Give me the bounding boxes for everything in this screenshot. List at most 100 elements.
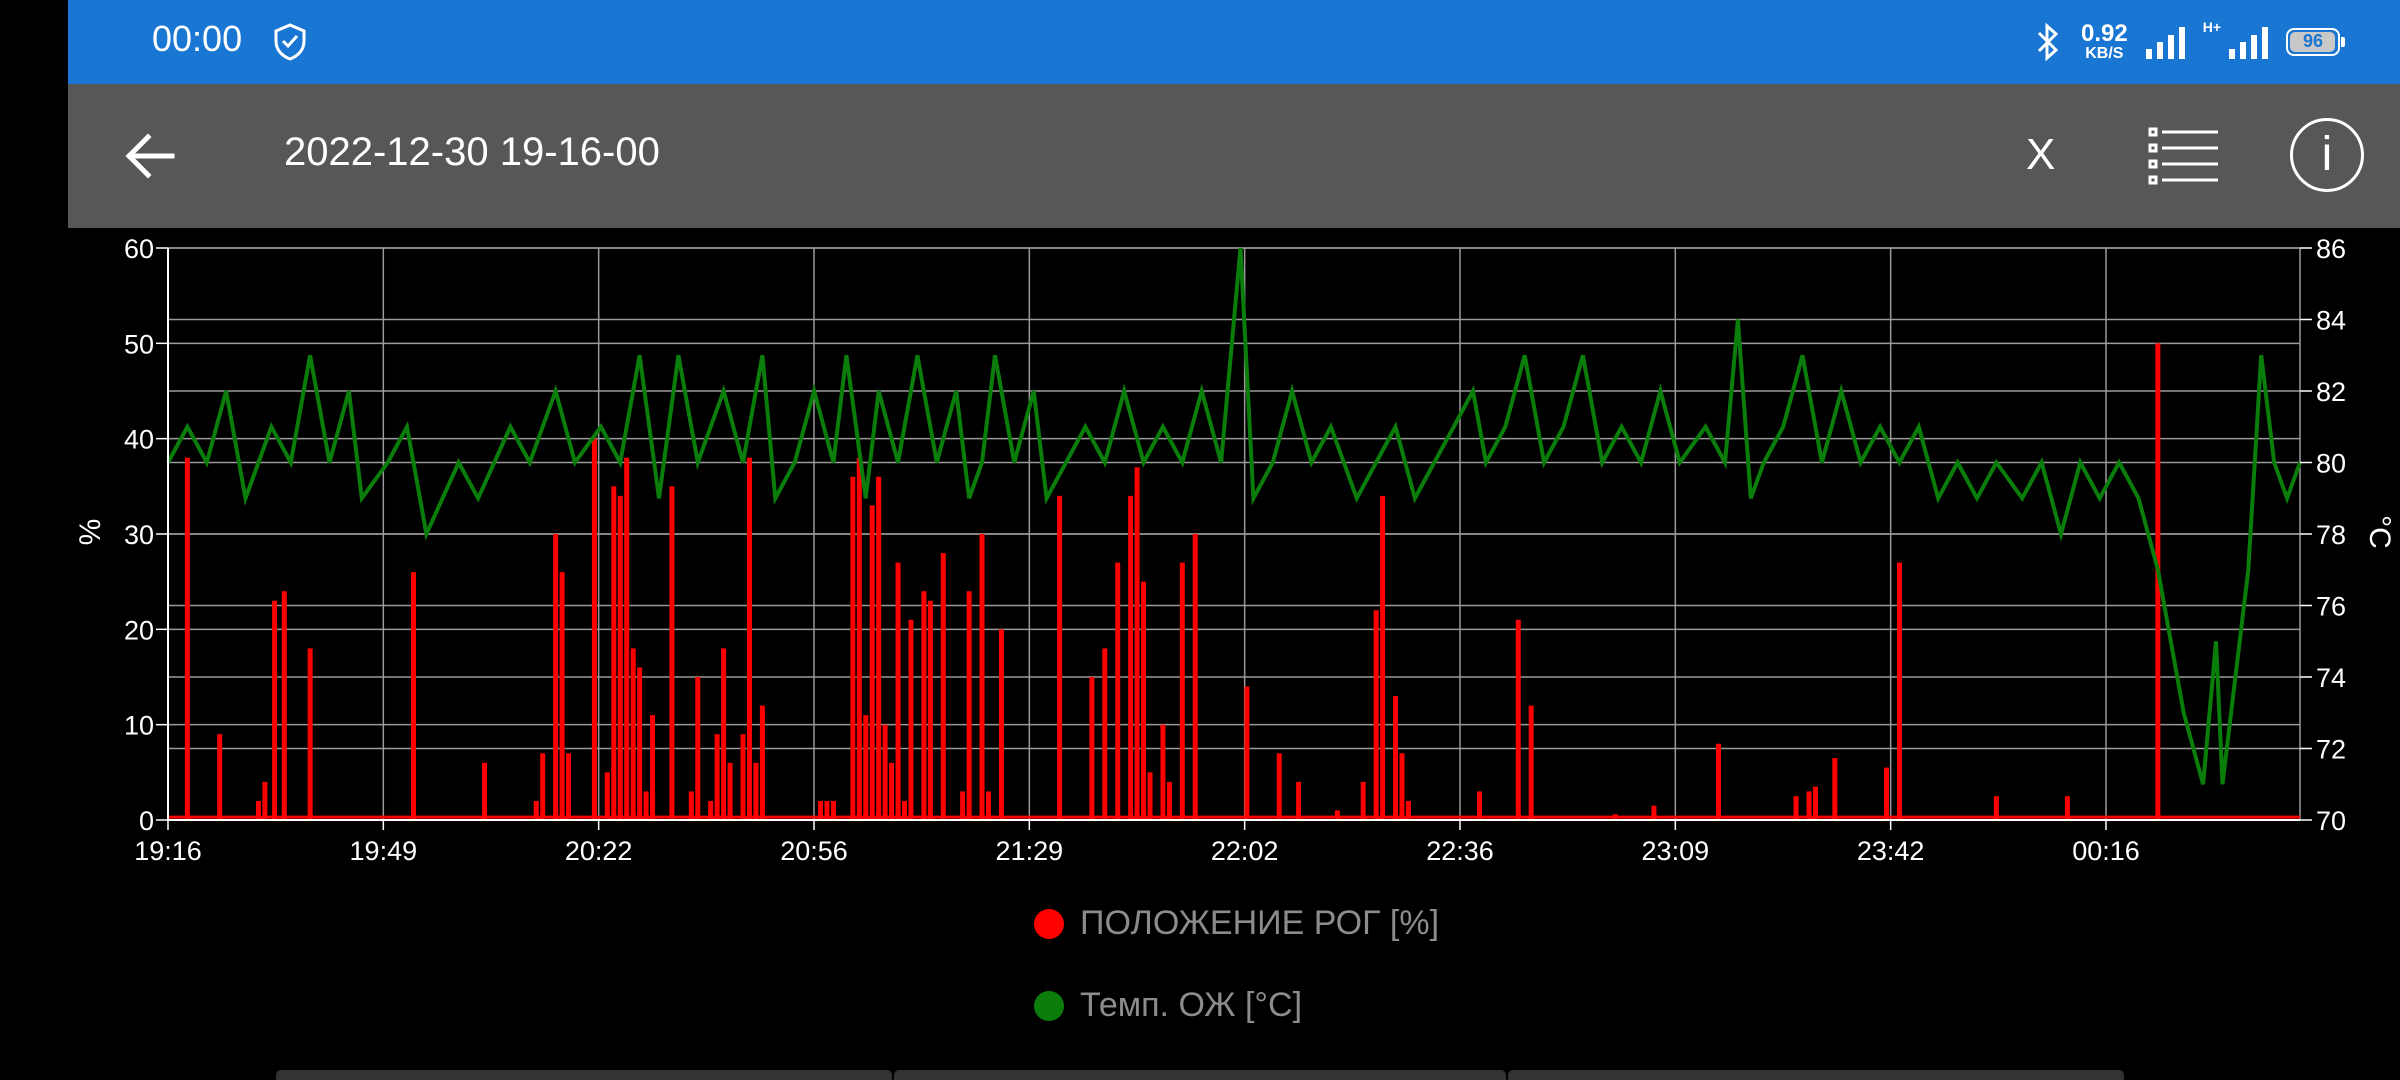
red-spike xyxy=(1716,743,1722,820)
left-tick-label: 0 xyxy=(139,806,154,836)
red-spike xyxy=(902,800,908,820)
list-icon[interactable] xyxy=(2148,126,2220,186)
signal-strength-icon xyxy=(2145,25,2185,59)
x-tick-label: 22:02 xyxy=(1211,836,1279,866)
x-tick-label: 22:36 xyxy=(1426,836,1494,866)
nav-bar-segment-2 xyxy=(894,1070,1506,1080)
red-spike xyxy=(1115,562,1121,820)
red-spike xyxy=(1832,758,1838,820)
red-spike xyxy=(184,457,190,820)
red-spike xyxy=(1612,814,1618,820)
right-tick-label: 82 xyxy=(2316,377,2346,407)
red-spike xyxy=(1089,677,1095,820)
red-spike xyxy=(966,591,972,820)
network-speed: 0.92 KB/S xyxy=(2081,22,2128,62)
red-spike xyxy=(746,457,752,820)
red-spike xyxy=(1884,767,1890,820)
red-spike xyxy=(1334,810,1340,820)
red-spike xyxy=(559,572,565,820)
series-red-spikes xyxy=(168,343,2300,820)
left-tick-label: 20 xyxy=(124,615,154,645)
red-spike xyxy=(998,629,1004,820)
red-spike xyxy=(1528,705,1534,820)
x-axis-ticks: 19:16 19:49 20:22 20:56 21:29 22:02 22:36 23:09… xyxy=(134,248,2300,866)
red-spike xyxy=(533,800,539,820)
red-spike xyxy=(985,791,991,820)
red-spike xyxy=(255,800,261,820)
legend-label-green: Темп. ОЖ [°C] xyxy=(1080,986,1303,1024)
red-spike xyxy=(1896,562,1902,820)
speed-value: 0.92 xyxy=(2080,20,2128,47)
red-spike xyxy=(1373,610,1379,820)
red-spike xyxy=(566,753,572,820)
close-button[interactable]: X xyxy=(2026,130,2056,179)
right-tick-label: 78 xyxy=(2316,520,2346,550)
right-tick-label: 80 xyxy=(2316,449,2346,479)
legend-dot-red xyxy=(1034,908,1064,939)
red-spike xyxy=(695,677,701,820)
red-spike xyxy=(856,457,862,820)
page-title: 2022-12-30 19-16-00 xyxy=(284,130,660,174)
red-spike xyxy=(753,762,759,820)
status-indicators: 0.92 KB/S H+ 96 xyxy=(2033,14,2345,70)
red-spike xyxy=(1128,495,1134,820)
red-spike xyxy=(824,800,830,820)
red-spike xyxy=(2155,343,2161,820)
right-axis-label: °C xyxy=(2363,515,2396,549)
red-spike xyxy=(1793,796,1799,820)
red-spike xyxy=(1166,781,1172,820)
red-spike xyxy=(1276,753,1282,820)
red-spike xyxy=(882,724,888,820)
red-spike xyxy=(482,762,488,820)
battery-level: 96 xyxy=(2302,31,2324,51)
red-spike xyxy=(1806,791,1812,820)
red-spike xyxy=(1360,781,1366,820)
arrow-left-icon[interactable] xyxy=(120,126,180,186)
red-spike xyxy=(889,762,895,820)
bluetooth-icon xyxy=(2037,22,2059,62)
red-spike xyxy=(759,705,765,820)
red-spike xyxy=(1393,696,1399,820)
info-icon[interactable]: i xyxy=(2290,118,2364,192)
left-axis-label: % xyxy=(74,519,107,546)
red-spike xyxy=(1244,686,1250,820)
x-tick-label: 20:56 xyxy=(780,836,848,866)
red-spike xyxy=(1515,619,1521,820)
green-line xyxy=(166,247,2302,785)
red-spike xyxy=(895,562,901,820)
red-spike xyxy=(611,486,617,820)
red-spike xyxy=(1141,581,1147,820)
legend-item-red: ПОЛОЖЕНИЕ РОГ [%] xyxy=(1034,904,1439,943)
toolbar: 2022-12-30 19-16-00 X i xyxy=(68,84,2400,228)
signal-strength-2-icon xyxy=(2229,25,2268,59)
x-tick-label: 20:22 xyxy=(565,836,633,866)
shield-icon xyxy=(274,23,306,61)
speed-unit: KB/S xyxy=(2085,45,2124,62)
x-tick-label: 00:16 xyxy=(2072,836,2140,866)
red-spike xyxy=(553,534,559,820)
red-spike xyxy=(217,734,223,820)
series-green-line xyxy=(166,247,2302,785)
nav-bar-segment-3 xyxy=(1508,1070,2124,1080)
red-spike xyxy=(1179,562,1185,820)
right-tick-label: 72 xyxy=(2316,735,2346,765)
red-spike xyxy=(908,619,914,820)
red-spike xyxy=(262,781,268,820)
status-bar: 00:00 0.92 KB/S H+ 96 xyxy=(68,0,2400,84)
left-tick-label: 30 xyxy=(124,520,154,550)
right-tick-label: 76 xyxy=(2316,592,2346,622)
red-spike xyxy=(1812,786,1818,820)
x-tick-label: 21:29 xyxy=(996,836,1064,866)
right-tick-label: 86 xyxy=(2316,234,2346,264)
legend-item-green: Темп. ОЖ [°C] xyxy=(1034,986,1302,1025)
red-spike xyxy=(1102,648,1108,820)
left-axis-ticks: 0 10 20 30 40 50 60 xyxy=(124,234,168,836)
battery-icon: 96 xyxy=(2286,28,2345,56)
red-spike xyxy=(940,553,946,820)
red-spike xyxy=(1192,534,1198,820)
red-spike xyxy=(624,457,630,820)
red-spike xyxy=(630,648,636,820)
red-spike xyxy=(869,505,875,820)
red-spike xyxy=(272,600,278,820)
red-spike xyxy=(708,800,714,820)
